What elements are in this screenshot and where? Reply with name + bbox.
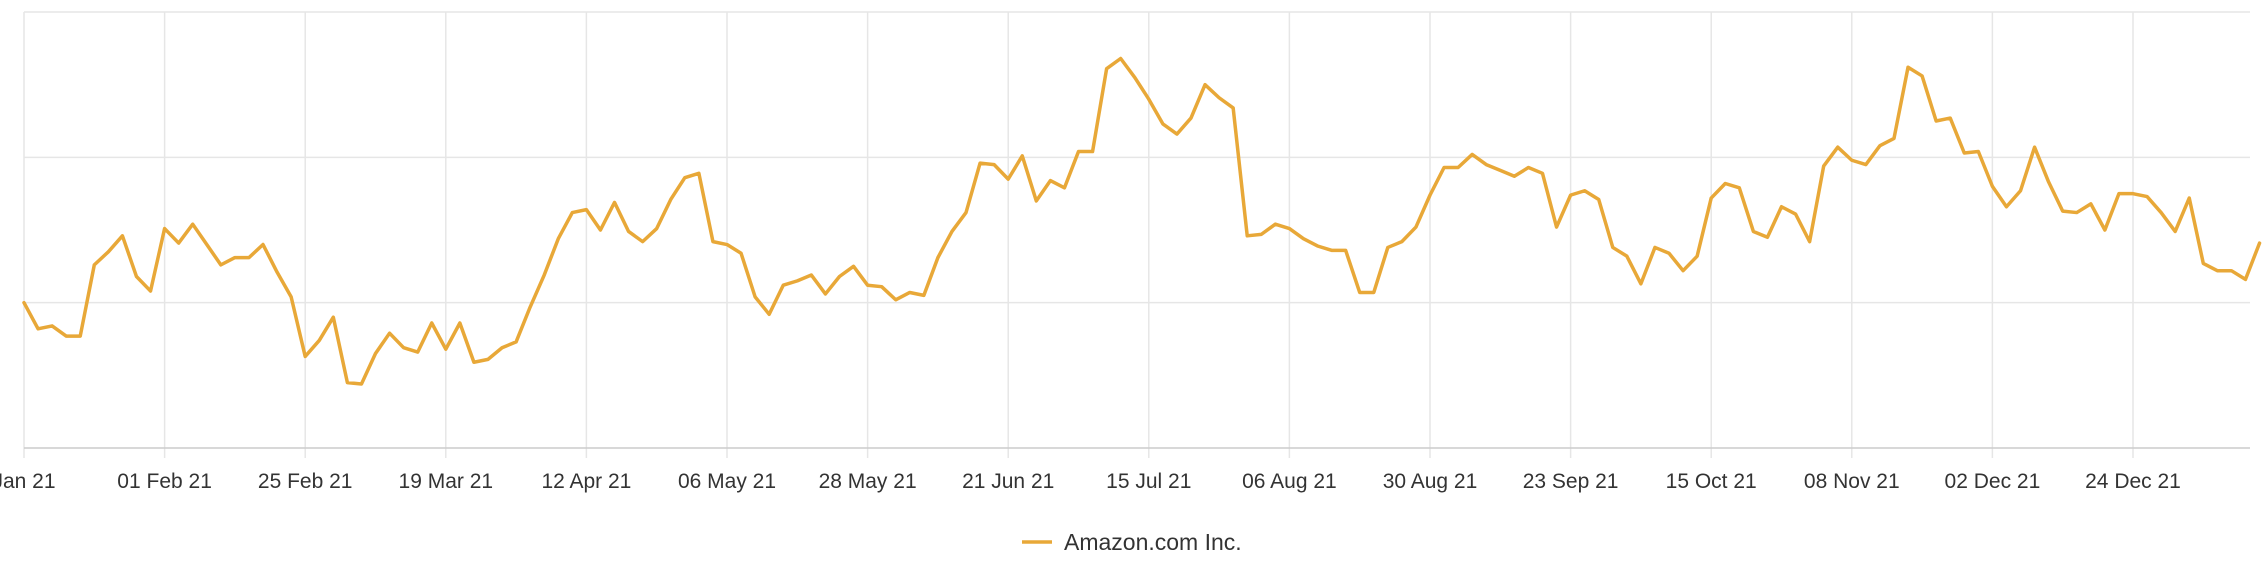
x-tick-label-11: 23 Sep 21 — [1523, 470, 1619, 493]
x-tick-label-1: 01 Feb 21 — [117, 470, 212, 493]
x-tick-label-5: 06 May 21 — [678, 470, 776, 493]
x-tick-label-15: 24 Dec 21 — [2085, 470, 2181, 493]
x-tick-label-0: Jan 21 — [0, 470, 56, 493]
x-tick-label-12: 15 Oct 21 — [1666, 470, 1757, 493]
series-group — [22, 56, 2262, 386]
x-tick-label-3: 19 Mar 21 — [399, 470, 494, 493]
horizontal-gridlines — [24, 11, 2250, 304]
x-tick-label-7: 21 Jun 21 — [962, 470, 1054, 493]
legend[interactable]: Amazon.com Inc. — [1022, 529, 1242, 555]
x-tick-label-6: 28 May 21 — [819, 470, 917, 493]
vertical-gridlines — [23, 12, 2134, 458]
legend-label: Amazon.com Inc. — [1064, 529, 1242, 555]
x-axis-tick-labels: Jan 21 01 Feb 21 25 Feb 21 19 Mar 21 12 Apr … — [0, 470, 2181, 493]
x-tick-label-10: 30 Aug 21 — [1383, 470, 1478, 493]
x-tick-label-9: 06 Aug 21 — [1242, 470, 1337, 493]
x-tick-label-13: 08 Nov 21 — [1804, 470, 1900, 493]
series-line-0 — [22, 56, 2262, 386]
x-tick-label-4: 12 Apr 21 — [541, 470, 631, 493]
x-tick-label-14: 02 Dec 21 — [1945, 470, 2041, 493]
x-tick-label-8: 15 Jul 21 — [1106, 470, 1191, 493]
x-tick-label-2: 25 Feb 21 — [258, 470, 353, 493]
